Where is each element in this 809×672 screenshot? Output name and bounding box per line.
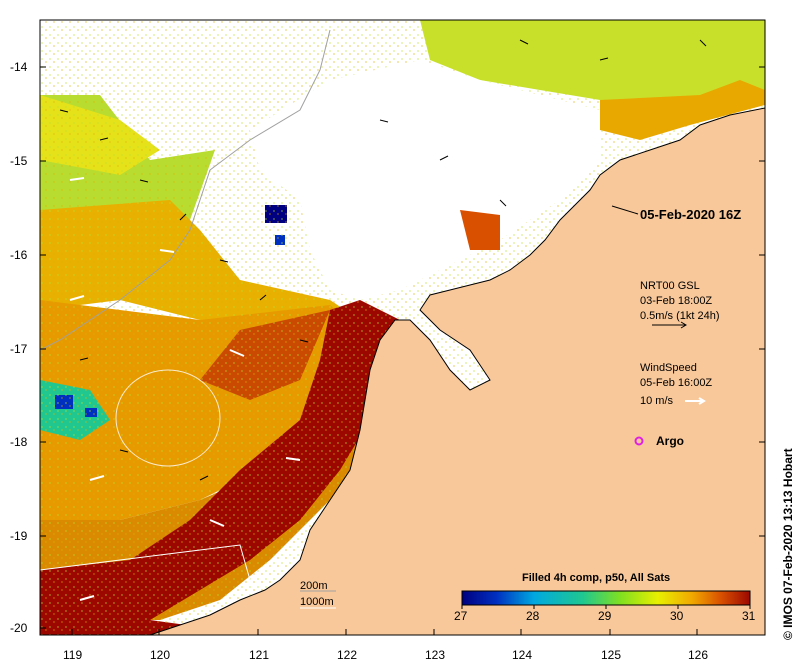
colorbar-title: Filled 4h comp, p50, All Sats	[522, 572, 671, 584]
colorbar-tick: 28	[526, 609, 540, 623]
current-scale-label: 0.5m/s (1kt 24h)	[640, 310, 720, 322]
land-mass	[150, 108, 765, 635]
credit-text: © IMOS 07-Feb-2020 13:13 Hobart	[781, 448, 795, 640]
lat-tick: -19	[10, 529, 28, 543]
wind-scale-label: 10 m/s	[640, 395, 674, 407]
lat-tick: -16	[10, 248, 28, 262]
lon-tick: 121	[249, 648, 270, 662]
plot-frame	[39, 19, 766, 636]
colorbar-tick: 31	[742, 609, 756, 623]
colorbar-tick: 27	[454, 609, 468, 623]
colorbar	[461, 590, 751, 606]
lon-tick: 119	[63, 648, 83, 662]
lon-tick: 122	[337, 648, 358, 662]
lon-tick: 120	[150, 648, 171, 662]
lat-tick: -20	[10, 621, 28, 635]
contour-200-label: 200m	[300, 580, 328, 592]
lat-tick: -14	[10, 60, 28, 74]
axis-ticks	[40, 66, 765, 635]
wind-label: WindSpeed	[640, 362, 697, 374]
lon-tick: 123	[425, 648, 446, 662]
map-title: 05-Feb-2020 16Z	[640, 207, 742, 222]
argo-marker	[634, 436, 644, 446]
lon-tick: 125	[601, 648, 622, 662]
current-product-label: NRT00 GSL	[640, 280, 700, 292]
lon-tick: 124	[512, 648, 533, 662]
lat-tick: -15	[10, 154, 28, 168]
current-vectors	[59, 39, 707, 481]
lat-tick: -18	[10, 435, 28, 449]
wind-time-label: 05-Feb 16:00Z	[640, 377, 713, 389]
lat-tick: -17	[10, 342, 28, 356]
wind-vectors	[69, 177, 301, 601]
title-pointer	[611, 205, 639, 215]
colorbar-tick: 30	[670, 609, 684, 623]
contour-1000-label: 1000m	[300, 596, 334, 608]
colorbar-tick: 29	[598, 609, 612, 623]
current-time-label: 03-Feb 18:00Z	[640, 295, 713, 307]
argo-label: Argo	[656, 434, 684, 448]
lon-tick: 126	[688, 648, 709, 662]
